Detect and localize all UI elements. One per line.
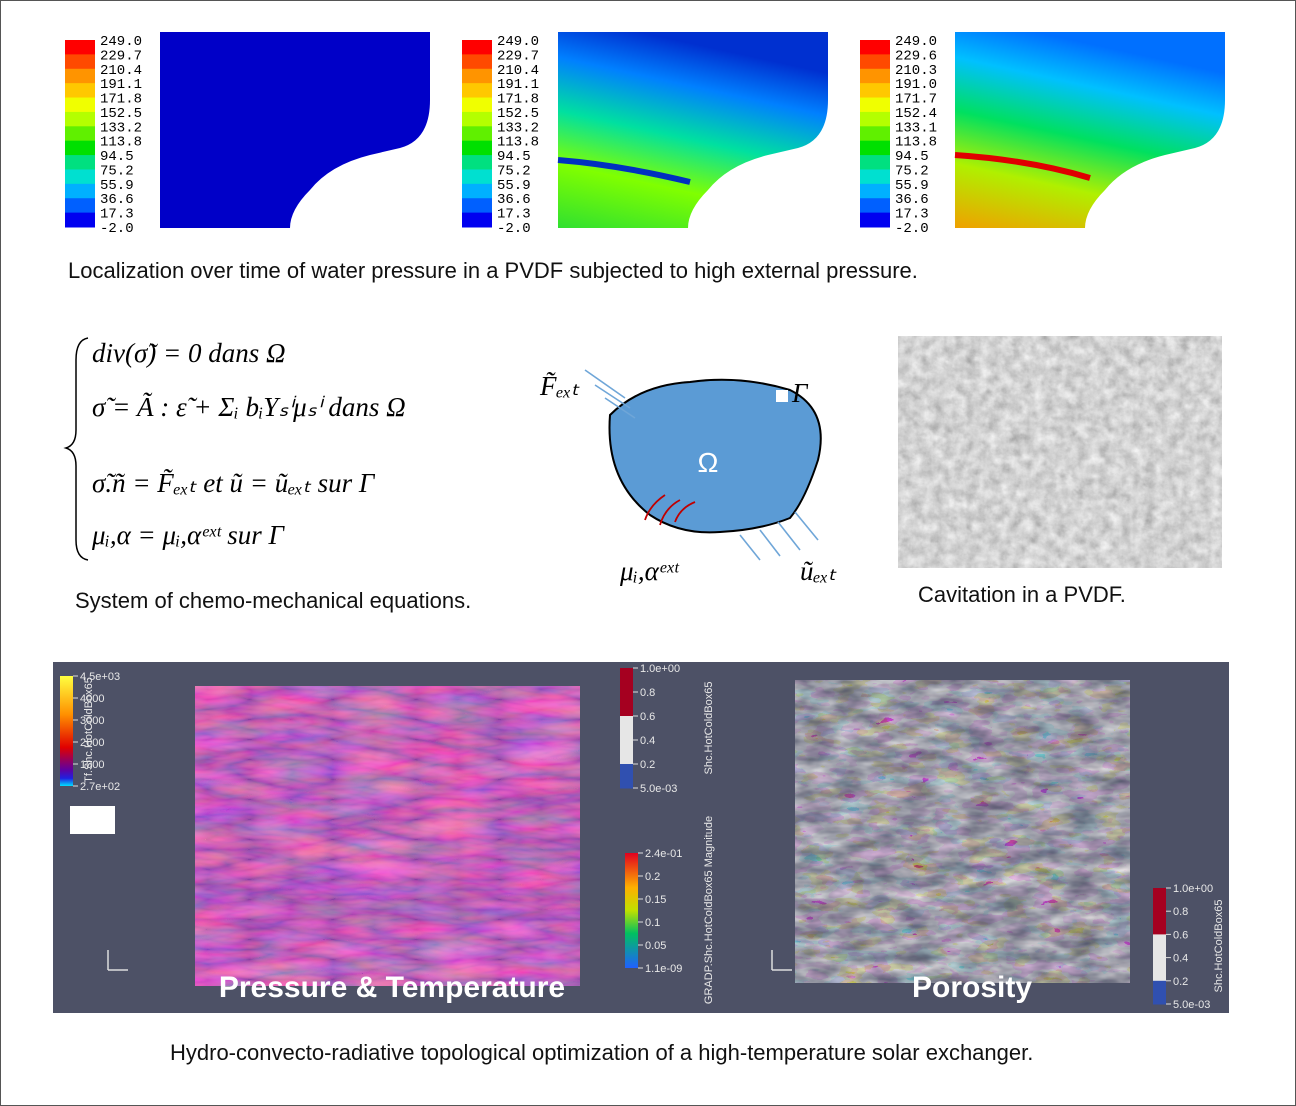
colorbar-band bbox=[860, 98, 890, 113]
colorbar bbox=[625, 853, 638, 968]
colorbar-label: 1.1e-09 bbox=[645, 963, 682, 975]
colorbar-label: 0.4 bbox=[1173, 953, 1188, 965]
colorbar-label: 0.6 bbox=[1173, 929, 1188, 941]
colorbar-band bbox=[65, 184, 95, 199]
simulation-panel: Pressure & Temperature Porosity 4.5e+034… bbox=[53, 662, 1229, 1013]
colorbar-band bbox=[462, 213, 492, 228]
colorbar-band bbox=[462, 184, 492, 199]
colorbar-band bbox=[860, 112, 890, 127]
caption: Localization over time of water pressure… bbox=[68, 258, 918, 283]
colorbar-label: 0.2 bbox=[645, 871, 660, 883]
domain-label: Ω bbox=[698, 447, 719, 478]
equation: div(σ̃) = 0 dans Ω bbox=[92, 338, 286, 368]
colorbar-label: -2.0 bbox=[895, 221, 929, 237]
colorbar-band bbox=[462, 169, 492, 184]
colorbar-band bbox=[65, 155, 95, 170]
force-label: F̃ₑₓₜ bbox=[539, 371, 580, 401]
colorbar-band bbox=[462, 112, 492, 127]
colorbar-band bbox=[860, 184, 890, 199]
boundary-label: Γ bbox=[791, 378, 809, 408]
colorbar-title: GRADP.Shc.HotColdBox65 Magnitude bbox=[703, 816, 715, 1004]
colorbar-label: 0.8 bbox=[640, 687, 655, 699]
colorbar-band bbox=[860, 213, 890, 228]
caption: System of chemo-mechanical equations. bbox=[75, 588, 471, 613]
icon bbox=[70, 806, 115, 834]
panel-label: Porosity bbox=[912, 971, 1032, 1004]
colorbar-band bbox=[65, 69, 95, 84]
colorbar bbox=[60, 676, 73, 786]
colorbar-title: Shc.HotColdBox65 bbox=[703, 682, 715, 775]
pressure-panels: 249.0229.7210.4191.1171.8152.5133.2113.8… bbox=[65, 32, 1225, 237]
panel-label: Pressure & Temperature bbox=[219, 971, 565, 1004]
colorbar-band bbox=[620, 740, 633, 765]
colorbar-band bbox=[620, 716, 633, 741]
colorbar-band bbox=[462, 198, 492, 213]
colorbar-band bbox=[65, 141, 95, 156]
colorbar-band bbox=[620, 668, 633, 693]
colorbar-band bbox=[65, 40, 95, 55]
colorbar-band bbox=[462, 83, 492, 98]
colorbar-band bbox=[860, 54, 890, 69]
caption: Hydro-convecto-radiative topological opt… bbox=[170, 1040, 1033, 1065]
colorbar-label: 0.6 bbox=[640, 711, 655, 723]
colorbar-band bbox=[1153, 958, 1166, 982]
colorbar-band bbox=[1153, 911, 1166, 935]
colorbar-label: 5.0e-03 bbox=[1173, 999, 1210, 1011]
colorbar-label: 2.4e-01 bbox=[645, 848, 682, 860]
colorbar-band bbox=[462, 69, 492, 84]
colorbar-band bbox=[65, 98, 95, 113]
colorbar-label: 0.2 bbox=[640, 759, 655, 771]
pressure-veins bbox=[195, 686, 580, 986]
colorbar-label: 0.2 bbox=[1173, 976, 1188, 988]
equation: μᵢ,α = μᵢ,αᵉˣᵗ sur Γ bbox=[91, 520, 285, 550]
colorbar-band bbox=[860, 141, 890, 156]
colorbar-band bbox=[65, 198, 95, 213]
caption: Cavitation in a PVDF. bbox=[918, 582, 1126, 607]
colorbar-band bbox=[462, 155, 492, 170]
colorbar-label: -2.0 bbox=[497, 221, 531, 237]
potential-label: μᵢ,αᵉˣᵗ bbox=[619, 556, 679, 586]
colorbar-band bbox=[65, 83, 95, 98]
colorbar-band bbox=[462, 141, 492, 156]
porosity-field bbox=[795, 680, 1130, 983]
colorbar-band bbox=[462, 126, 492, 141]
colorbar-band bbox=[860, 83, 890, 98]
colorbar-title: Shc.HotColdBox65 bbox=[1213, 900, 1225, 993]
displacement-label: ũₑₓₜ bbox=[800, 556, 837, 586]
colorbar-label: 0.1 bbox=[645, 917, 660, 929]
colorbar-band bbox=[462, 54, 492, 69]
colorbar-band bbox=[65, 126, 95, 141]
colorbar-label: 0.05 bbox=[645, 940, 666, 952]
colorbar-label: 0.8 bbox=[1173, 906, 1188, 918]
colorbar-label: -2.0 bbox=[100, 221, 134, 237]
colorbar-label: 0.15 bbox=[645, 894, 666, 906]
colorbar-band bbox=[860, 126, 890, 141]
colorbar-label: 5.0e-03 bbox=[640, 783, 677, 795]
colorbar-band bbox=[860, 40, 890, 55]
colorbar-band bbox=[65, 213, 95, 228]
equation: σ̃.ñ = F̃ₑₓₜ et ũ = ũₑₓₜ sur Γ bbox=[92, 468, 376, 498]
colorbar-band bbox=[65, 112, 95, 127]
sem-image bbox=[898, 336, 1222, 568]
colorbar-band bbox=[65, 169, 95, 184]
colorbar-band bbox=[462, 40, 492, 55]
notch bbox=[776, 390, 788, 402]
colorbar-band bbox=[462, 98, 492, 113]
colorbar-band bbox=[620, 764, 633, 789]
equation: σ̃ = Ã : ε̃ + Σᵢ bᵢYₛⁱμₛⁱ dans Ω bbox=[92, 392, 406, 422]
colorbar-label: 0.4 bbox=[640, 735, 655, 747]
colorbar-title: Tf.Shc.HotColdBox65 bbox=[83, 677, 95, 783]
colorbar-label: 1.0e+00 bbox=[1173, 883, 1213, 895]
colorbar-band bbox=[860, 198, 890, 213]
colorbar-band bbox=[860, 69, 890, 84]
colorbar-label: 1.0e+00 bbox=[640, 663, 680, 675]
colorbar-band bbox=[860, 155, 890, 170]
colorbar-band bbox=[1153, 888, 1166, 912]
figure: 249.0229.7210.4191.1171.8152.5133.2113.8… bbox=[0, 0, 1296, 1106]
colorbar-band bbox=[65, 54, 95, 69]
colorbar-band bbox=[1153, 934, 1166, 958]
colorbar-band bbox=[860, 169, 890, 184]
colorbar-band bbox=[1153, 981, 1166, 1005]
colorbar-band bbox=[620, 692, 633, 717]
